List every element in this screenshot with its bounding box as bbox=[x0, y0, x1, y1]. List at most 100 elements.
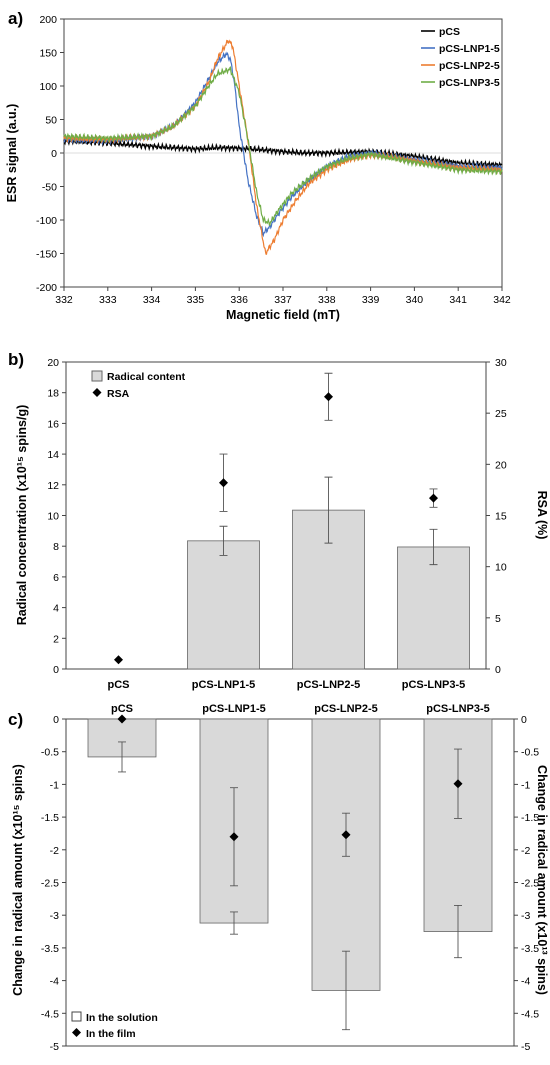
y-tick-label: 50 bbox=[45, 115, 57, 127]
y-tick-label: 10 bbox=[47, 511, 59, 523]
bar-error-pcs-lnp3-5 bbox=[454, 904, 462, 959]
marker-pcs-lnp2-5 bbox=[324, 392, 333, 402]
esr-spectrum-chart: 332 333 334 335 336 337 338 339 340 341 342 -200 -1… bbox=[5, 14, 511, 322]
y-tick-label: -50 bbox=[42, 182, 57, 194]
category-label: pCS bbox=[111, 703, 133, 715]
legend-label: In the film bbox=[86, 1028, 136, 1040]
y2-tick-label: -1 bbox=[521, 779, 530, 791]
y-tick-label: -2.5 bbox=[41, 878, 59, 890]
y2-axis-label: Change in radical amount (x10¹³ spins) bbox=[535, 765, 549, 995]
y2-axis-label: RSA (%) bbox=[535, 491, 549, 540]
category-label: pCS-LNP1-5 bbox=[202, 703, 266, 715]
y-tick-label: 14 bbox=[47, 449, 59, 461]
category-label: pCS-LNP3-5 bbox=[402, 679, 466, 691]
y2-tick-label: -5 bbox=[521, 1041, 530, 1053]
x-tick-label: 335 bbox=[187, 294, 205, 306]
legend-label: Radical content bbox=[107, 371, 186, 383]
y2-tick-label: -3 bbox=[521, 910, 530, 922]
series-line-pcs-lnp2-5 bbox=[63, 39, 503, 255]
y-tick-label: -3 bbox=[50, 910, 59, 922]
y2-tick-label: 15 bbox=[495, 511, 507, 523]
legend: In the solution In the film bbox=[71, 1011, 158, 1040]
legend-label: pCS bbox=[439, 26, 460, 38]
series-lines bbox=[63, 39, 503, 255]
radical-change-chart: 0 -0.5 -1 -1.5 -2 -2.5 -3 -3.5 -4 -4.5 -5 0 -0.5 -1 -… bbox=[11, 703, 549, 1053]
bar-error-pcs-lnp2-5 bbox=[342, 950, 350, 1031]
series-line-pcs-lnp3-5 bbox=[63, 66, 503, 227]
y-tick-label: 0 bbox=[53, 714, 59, 726]
legend-label: In the solution bbox=[86, 1012, 158, 1024]
legend-label: RSA bbox=[107, 388, 130, 400]
legend-swatch-marker bbox=[72, 1028, 81, 1037]
y-tick-label: 16 bbox=[47, 418, 59, 430]
y-tick-label: 6 bbox=[53, 572, 59, 584]
y-tick-label: 18 bbox=[47, 388, 59, 400]
panel-label-a: a) bbox=[8, 9, 23, 28]
bar-pcs-lnp3-5 bbox=[397, 546, 470, 670]
y-tick-label: -2 bbox=[50, 845, 59, 857]
panel-label-c: c) bbox=[8, 710, 23, 729]
y-tick-label: -3.5 bbox=[41, 943, 59, 955]
y-tick-label: -0.5 bbox=[41, 747, 59, 759]
x-tick-label: 340 bbox=[406, 294, 424, 306]
y-axis-label: ESR signal (a.u.) bbox=[5, 104, 19, 203]
y-tick-label: -1.5 bbox=[41, 812, 59, 824]
y2-tick-labels: 0 5 10 15 20 25 30 bbox=[486, 357, 507, 676]
bars bbox=[187, 476, 470, 670]
category-labels: pCS pCS-LNP1-5 pCS-LNP2-5 pCS-LNP3-5 bbox=[108, 679, 466, 691]
bars bbox=[87, 718, 493, 1031]
x-tick-label: 341 bbox=[449, 294, 467, 306]
bar-error-pcs-lnp3-5 bbox=[429, 528, 438, 566]
x-tick-label: 339 bbox=[362, 294, 380, 306]
y2-tick-label: -2 bbox=[521, 845, 530, 857]
legend-swatch-marker bbox=[92, 388, 102, 397]
bar-pcs-lnp1-5 bbox=[187, 540, 260, 670]
x-tick-labels: 332 333 334 335 336 337 338 339 340 341 342 bbox=[55, 287, 511, 306]
y-tick-label: 200 bbox=[39, 14, 57, 26]
y-tick-label: -100 bbox=[36, 215, 57, 227]
y-tick-label: 100 bbox=[39, 81, 57, 93]
bar-error-pcs-lnp2-5 bbox=[324, 476, 333, 544]
category-label: pCS-LNP1-5 bbox=[192, 679, 256, 691]
y2-tick-label: -4.5 bbox=[521, 1008, 539, 1020]
y-tick-label: -4.5 bbox=[41, 1008, 59, 1020]
radical-content-chart: 0 2 4 6 8 10 12 14 16 18 20 0 5 10 15 20 25 30 pCS pCS-LN… bbox=[15, 357, 549, 691]
x-tick-label: 336 bbox=[230, 294, 248, 306]
y-tick-label: 20 bbox=[47, 357, 59, 369]
legend-label: pCS-LNP2-5 bbox=[439, 60, 500, 72]
y-tick-label: 0 bbox=[53, 664, 59, 676]
marker-pcs bbox=[114, 655, 123, 665]
y2-tick-label: 5 bbox=[495, 613, 501, 625]
legend: pCS pCS-LNP1-5 pCS-LNP2-5 pCS-LNP3-5 bbox=[421, 26, 500, 89]
y-axis-label: Radical concentration (x10¹⁵ spins/g) bbox=[15, 405, 29, 626]
legend: Radical content RSA bbox=[91, 370, 186, 400]
series-line-pcs bbox=[63, 136, 503, 170]
y2-tick-label: 25 bbox=[495, 408, 507, 420]
panel-label-b: b) bbox=[8, 350, 24, 369]
markers bbox=[114, 372, 438, 665]
y2-tick-label: -0.5 bbox=[521, 747, 539, 759]
y-tick-label: -5 bbox=[50, 1041, 59, 1053]
marker-pcs-lnp2-5 bbox=[341, 830, 351, 840]
y-tick-label: 4 bbox=[53, 603, 59, 615]
category-label: pCS-LNP3-5 bbox=[426, 703, 490, 715]
x-tick-label: 342 bbox=[493, 294, 511, 306]
y-tick-labels: -200 -150 -100 -50 0 50 100 150 200 bbox=[36, 14, 64, 294]
y-tick-label: 0 bbox=[51, 148, 57, 160]
y-tick-labels: 0 2 4 6 8 10 12 14 16 18 20 bbox=[47, 357, 66, 676]
y2-tick-label: 0 bbox=[521, 714, 527, 726]
legend-label: pCS-LNP1-5 bbox=[439, 43, 500, 55]
bar-error-pcs-lnp1-5 bbox=[230, 911, 238, 935]
y2-tick-label: -1.5 bbox=[521, 812, 539, 824]
marker-pcs-lnp3-5 bbox=[429, 493, 438, 503]
y-tick-label: 150 bbox=[39, 48, 57, 60]
legend-swatch-bar bbox=[71, 1011, 82, 1022]
legend-label: pCS-LNP3-5 bbox=[439, 77, 500, 89]
x-tick-label: 337 bbox=[274, 294, 292, 306]
bar-error-pcs-lnp1-5 bbox=[219, 525, 228, 556]
y-tick-label: -200 bbox=[36, 282, 57, 294]
category-label: pCS-LNP2-5 bbox=[297, 679, 361, 691]
x-tick-label: 334 bbox=[143, 294, 161, 306]
marker-pcs-lnp3-5 bbox=[453, 779, 463, 789]
